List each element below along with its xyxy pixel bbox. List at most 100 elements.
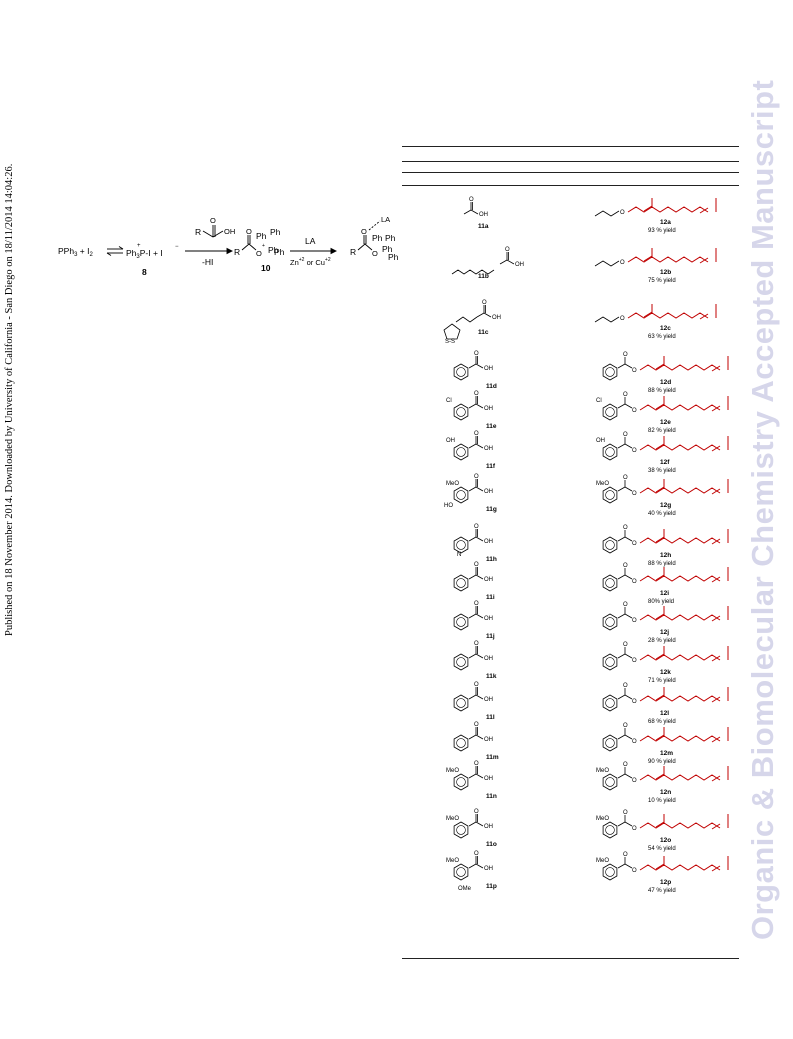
geranyl-chain — [639, 567, 729, 583]
carboxylic-acid-structure — [202, 225, 224, 238]
ester-label: 12e — [660, 419, 671, 426]
geranyl-chain — [639, 856, 729, 872]
oxygen-label: O — [474, 351, 479, 357]
carboxyl-group: O OH — [468, 682, 493, 703]
oxygen-label: O — [623, 563, 628, 569]
carboxyl-group: O OH — [468, 391, 493, 412]
carboxyl-group: O OH — [468, 601, 493, 622]
ester-oxygen-label: O — [632, 579, 637, 585]
hydroxyl-label: OH — [484, 656, 493, 662]
benzene-ring — [602, 486, 618, 504]
ester-oxygen-label: O — [620, 316, 625, 322]
acid-column: OOH11aOOH11bS-SOOH11cOOH11dOOHCl11eOOHOH… — [443, 197, 524, 892]
acid-label: 11n — [486, 793, 497, 800]
carboxyl-group: O OH — [468, 851, 493, 872]
carboxyl-group: O OH — [468, 809, 493, 830]
aromatic-circle — [456, 578, 466, 588]
acid-entry-11l: O OH 11l — [453, 682, 495, 721]
hydroxyl-label: OH — [484, 446, 493, 452]
svg-text:+: + — [262, 243, 265, 249]
aromatic-circle — [456, 657, 466, 667]
ester-label: 12h — [660, 552, 671, 559]
ester-oxygen-label: O — [632, 408, 637, 414]
ester-oxygen-label: O — [632, 658, 637, 664]
yield-label: 40 % yield — [648, 511, 676, 517]
substituent-label: OH — [596, 438, 605, 444]
ester-oxygen-label: O — [632, 541, 637, 547]
carboxyl-group: O OH — [468, 351, 493, 372]
substituent-label: OH — [446, 438, 455, 444]
acid-label: 11e — [486, 423, 497, 430]
geranyl-chain — [639, 529, 729, 545]
acid-label: 11f — [486, 463, 496, 470]
acid-label: 11a — [478, 223, 489, 230]
ester-oxygen-label: O — [632, 618, 637, 624]
substituent-label: MeO — [596, 858, 609, 864]
acid-label: 11k — [486, 673, 497, 680]
yield-label: 10 % yield — [648, 798, 676, 804]
oxygen-label: O — [474, 641, 479, 647]
acid-label: 11i — [486, 594, 495, 601]
acid-entry-11d: O OH 11d — [453, 351, 497, 390]
benzene-ring — [602, 403, 618, 421]
ester-entry-12k: O O 12k 71 % yield — [602, 642, 729, 684]
benzene-ring — [602, 574, 618, 592]
benzene-ring — [453, 773, 469, 791]
acid-label: 11o — [486, 841, 497, 848]
acid-entry-11c: S-S O OH 11c — [443, 300, 501, 345]
acid-entry-11j: O OH 11j — [453, 601, 495, 640]
oxygen-label: O — [623, 810, 628, 816]
benzene-ring — [453, 536, 469, 554]
acid-label: 11j — [486, 633, 495, 640]
aromatic-circle — [456, 367, 466, 377]
geranyl-chain — [639, 727, 729, 743]
carboxyl-group: O OH — [468, 524, 493, 545]
oxygen-label: O — [474, 562, 479, 568]
oxygen-label: O — [623, 683, 628, 689]
acyloxyphosphonium-structure: R O O Ph Ph Ph Ph + — [234, 227, 285, 258]
ester-entry-12p: O O MeO 12p 47 % yield — [596, 852, 729, 894]
svg-text:Ph: Ph — [388, 252, 399, 262]
disulfide-label: S-S — [445, 339, 455, 345]
svg-text:R: R — [350, 247, 356, 257]
benzene-ring — [453, 403, 469, 421]
aromatic-circle — [456, 825, 466, 835]
aromatic-circle — [605, 738, 615, 748]
reaction-arrow — [290, 247, 338, 255]
ester-entry-12d: O O 12d 88 % yield — [602, 352, 729, 394]
acid-oxygen: O — [210, 216, 216, 225]
benzene-ring — [602, 443, 618, 461]
activated-complex-structure: R O LA O Ph Ph Ph Ph — [350, 215, 399, 262]
ester-label: 12k — [660, 669, 671, 676]
metal-catalyst: Zn+2 or Cu+2 — [290, 257, 331, 267]
hydroxyl-label: OH — [515, 262, 524, 268]
acid-entry-11o: O OH MeO 11o — [446, 809, 497, 848]
carboxyl-group: O OH — [468, 761, 493, 782]
acid-entry-11p: O OH MeO OMe 11p — [446, 851, 497, 892]
benzene-ring — [453, 574, 469, 592]
benzene-ring — [602, 653, 618, 671]
geranyl-chain — [639, 814, 729, 830]
carboxyl-group: O OH — [468, 641, 493, 662]
benzene-ring — [602, 694, 618, 712]
acid-label: 11h — [486, 556, 497, 563]
ester-label: 12g — [660, 502, 671, 509]
benzene-ring — [453, 613, 469, 631]
acid-entry-11k: O OH 11k — [453, 641, 497, 680]
oxygen-label: O — [623, 432, 628, 438]
geranyl-chain — [627, 198, 717, 214]
svg-text:Ph: Ph — [382, 244, 393, 254]
ester-entry-12g: O O MeO 12g 40 % yield — [596, 475, 729, 517]
plus-charge: + — [137, 243, 141, 249]
svg-text:Ph: Ph — [372, 233, 383, 243]
acid-label: 11l — [486, 714, 495, 721]
hydroxyl-label: OH — [484, 366, 493, 372]
aromatic-circle — [605, 825, 615, 835]
aromatic-circle — [456, 407, 466, 417]
phosphonium-iodide: Ph3P-I + I — [126, 248, 163, 260]
yield-label: 90 % yield — [648, 759, 676, 765]
oxygen-label: O — [469, 197, 474, 203]
svg-text:O: O — [361, 227, 367, 236]
svg-text:Ph: Ph — [270, 227, 281, 237]
